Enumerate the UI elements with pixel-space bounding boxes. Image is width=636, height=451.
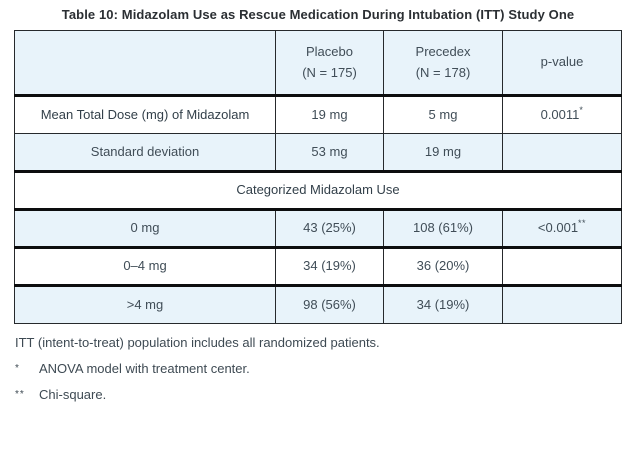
table-row-standard-deviation: Standard deviation 53 mg 19 mg — [14, 133, 622, 173]
pvalue-value — [502, 285, 622, 324]
placebo-value: 53 mg — [275, 133, 384, 173]
footnote-marker: * — [579, 104, 584, 115]
placebo-n: (N = 175) — [302, 64, 357, 80]
precedex-label: Precedex — [415, 44, 471, 60]
placebo-value: 43 (25%) — [275, 209, 384, 249]
placebo-value: 98 (56%) — [275, 285, 384, 324]
placebo-label: Placebo — [306, 44, 353, 60]
header-cell-pvalue: p-value — [502, 30, 622, 97]
table-row-mean-dose: Mean Total Dose (mg) of Midazolam 19 mg … — [14, 95, 622, 134]
precedex-value: 19 mg — [383, 133, 503, 173]
header-cell-empty — [14, 30, 276, 97]
pvalue-value — [502, 133, 622, 173]
header-cell-precedex: Precedex (N = 178) — [383, 30, 503, 97]
row-label: Mean Total Dose (mg) of Midazolam — [14, 95, 276, 134]
midazolam-use-table: Placebo (N = 175) Precedex (N = 178) p-v… — [14, 30, 622, 324]
header-row: Placebo (N = 175) Precedex (N = 178) p-v… — [14, 30, 622, 97]
itt-footnote: ITT (intent-to-treat) population include… — [15, 335, 380, 350]
pvalue-value: <0.001** — [502, 209, 622, 249]
section-label: Categorized Midazolam Use — [14, 171, 622, 211]
footnote-text: Chi-square. — [39, 386, 107, 402]
double-asterisk-marker: ** — [15, 388, 25, 400]
placebo-value: 19 mg — [275, 95, 384, 134]
table-row-0-4mg: 0–4 mg 34 (19%) 36 (20%) — [14, 247, 622, 287]
chi-square-footnote: ** Chi-square. — [15, 387, 636, 404]
row-label: 0 mg — [14, 209, 276, 249]
footnote-text: ANOVA model with treatment center. — [39, 360, 250, 376]
precedex-value: 5 mg — [383, 95, 503, 134]
pvalue-value — [502, 247, 622, 287]
pvalue-number: 0.0011 — [540, 106, 580, 122]
table-row-categorized-header: Categorized Midazolam Use — [14, 171, 622, 211]
anova-footnote: * ANOVA model with treatment center. — [15, 361, 636, 378]
header-cell-placebo: Placebo (N = 175) — [275, 30, 384, 97]
footnotes: ITT (intent-to-treat) population include… — [15, 335, 636, 404]
precedex-value: 108 (61%) — [383, 209, 503, 249]
pvalue-number: <0.001 — [537, 220, 579, 236]
row-label: Standard deviation — [14, 133, 276, 173]
pvalue-value: 0.0011* — [502, 95, 622, 134]
table-title: Table 10: Midazolam Use as Rescue Medica… — [61, 7, 575, 22]
precedex-n: (N = 178) — [415, 64, 471, 80]
row-label: 0–4 mg — [14, 247, 276, 287]
precedex-value: 34 (19%) — [383, 285, 503, 324]
footnote-marker: ** — [578, 218, 587, 229]
pvalue-label: p-value — [540, 54, 584, 70]
table-row-0mg: 0 mg 43 (25%) 108 (61%) <0.001** — [14, 209, 622, 249]
precedex-value: 36 (20%) — [383, 247, 503, 287]
asterisk-marker: * — [15, 362, 20, 374]
row-label: >4 mg — [14, 285, 276, 324]
table-row-gt4mg: >4 mg 98 (56%) 34 (19%) — [14, 285, 622, 324]
placebo-value: 34 (19%) — [275, 247, 384, 287]
